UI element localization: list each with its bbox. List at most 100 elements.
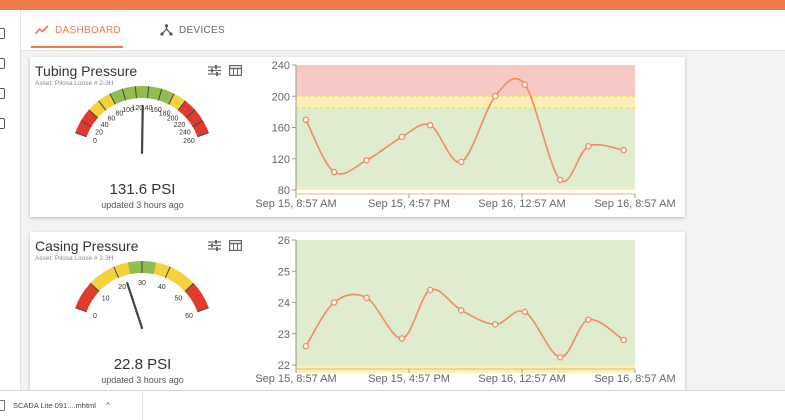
y-tick-label: 200 (272, 91, 290, 103)
x-tick-label: Sep 16, 12:57 AM (478, 373, 565, 385)
gauge-tick (164, 266, 171, 279)
data-point (398, 335, 406, 342)
gauge-tick-label: 140 (141, 105, 153, 112)
gauge-zone-green (109, 85, 175, 105)
data-point (458, 307, 465, 314)
gauge-tick-label: 40 (158, 284, 166, 291)
data-point (363, 294, 370, 302)
gauge-tick-label: 20 (118, 284, 126, 291)
gauge-tick (75, 307, 87, 313)
x-tick-label: Sep 15, 4:57 PM (368, 198, 450, 210)
x-tick-label: Sep 15, 4:57 PM (368, 373, 450, 385)
last-updated-text: updated 3 hours ago (101, 200, 184, 210)
gauge-tick-label: 0 (93, 138, 97, 145)
card-title: Tubing Pressure (35, 63, 138, 79)
pressure-line-chart: 80 120 160 200 240 Sep 15, 8:57 AM Sep 15, 4:5… (255, 60, 675, 210)
tab-dashboard[interactable]: DASHBOARD (31, 10, 123, 50)
gauge-tick (80, 120, 92, 128)
nav-icon[interactable] (0, 118, 5, 129)
download-bar: SCADA Lite 091....mhtml ^ (0, 390, 785, 420)
data-point (330, 299, 338, 306)
table-icon[interactable] (229, 65, 242, 76)
data-point (363, 157, 370, 164)
gauge-tick-label: 220 (174, 122, 186, 129)
x-tick-label: Sep 16, 8:57 AM (594, 373, 675, 385)
y-tick-label: 22 (278, 360, 290, 372)
gauge-zone-yellow (153, 262, 194, 292)
x-tick-label: Sep 16, 12:57 AM (478, 198, 565, 210)
download-item[interactable]: SCADA Lite 091....mhtml ^ (0, 391, 143, 420)
y-tick-label: 240 (272, 60, 290, 72)
gauge-tick-label: 10 (102, 296, 110, 303)
download-filename: SCADA Lite 091....mhtml (13, 401, 96, 410)
nav-icon[interactable] (0, 28, 5, 39)
card-asset: Asset: Pilosa Loose # 2-3H (35, 255, 114, 262)
data-point (585, 143, 592, 150)
tab-devices[interactable]: DEVICES (160, 10, 225, 50)
chart-band-green (296, 240, 635, 365)
gauge-tick-label: 40 (101, 122, 109, 129)
sliders-icon[interactable] (208, 65, 221, 76)
gauge-tick (177, 100, 186, 111)
chart-band-green (296, 107, 635, 187)
x-tick-label: Sep 16, 8:57 AM (594, 198, 675, 210)
chevron-up-icon[interactable]: ^ (105, 401, 110, 410)
casing-pressure-card: Casing Pressure Asset: Pilosa Loose # 2-… (30, 232, 685, 392)
data-point (556, 353, 564, 361)
nav-icon[interactable] (0, 88, 5, 99)
gauge-needle (140, 104, 144, 155)
data-point (556, 176, 564, 184)
gauge-tick-label: 60 (108, 115, 116, 122)
nav-icon[interactable] (0, 58, 5, 69)
gauge-tick (168, 93, 175, 105)
gauge-tick-label: 160 (150, 107, 162, 114)
gauge-tick-label: 80 (115, 110, 123, 117)
y-tick-label: 26 (278, 235, 290, 247)
gauge-tick (147, 86, 150, 99)
gauge-tick (109, 93, 116, 105)
chart-band-yellow (296, 186, 635, 190)
y-tick-label: 120 (272, 154, 290, 166)
gauge-tick (75, 132, 87, 138)
data-point (491, 93, 499, 100)
data-point (585, 316, 592, 323)
y-tick-label: 80 (278, 185, 290, 197)
gauge-tick-label: 200 (167, 115, 179, 122)
y-tick-label: 160 (272, 123, 290, 135)
card-asset: Asset: Pilosa Loose # 2-3H (35, 80, 114, 87)
app-top-accent-bar (0, 0, 785, 10)
file-icon (0, 400, 5, 411)
x-tick-label: Sep 15, 8:57 AM (255, 198, 336, 210)
data-point (302, 116, 310, 123)
card-title: Casing Pressure (35, 238, 139, 254)
gauge-tick (197, 132, 209, 138)
gauge-zone-red (177, 100, 209, 138)
y-tick-label: 24 (278, 298, 290, 310)
gauge-tick-label: 180 (159, 110, 171, 117)
pressure-line-chart: 22 23 24 25 26 Sep 15, 8:57 AM Sep 15, 4:57 PM… (255, 235, 675, 385)
gauge-tick-label: 240 (179, 129, 191, 136)
sliders-icon[interactable] (208, 240, 221, 251)
data-point (398, 133, 406, 141)
gauge-tick (184, 282, 194, 292)
tubing-pressure-card: Tubing Pressure Asset: Pilosa Loose # 2-… (30, 57, 685, 217)
table-icon[interactable] (229, 240, 242, 251)
chart-band-yellow (296, 96, 635, 108)
gauge-value: 22.8 PSI (113, 356, 172, 373)
active-tab-indicator (31, 46, 123, 48)
gauge-tick (98, 100, 107, 111)
tab-bar: DASHBOARD DEVICES (0, 10, 785, 51)
gauge-tick-label: 260 (183, 138, 195, 145)
gauge-tick (88, 109, 99, 119)
gauge-tick (192, 120, 204, 128)
data-point (458, 158, 465, 166)
pressure-gauge: 0 10 20 30 40 50 60 (75, 260, 209, 330)
data-point (521, 81, 529, 88)
gauge-tick-label: 50 (174, 296, 182, 303)
gauge-tick (134, 86, 137, 99)
gauge-tick (113, 266, 120, 279)
gauge-tick-label: 100 (122, 107, 134, 114)
data-point (302, 343, 310, 350)
gauge-zone-yellow (90, 262, 131, 292)
